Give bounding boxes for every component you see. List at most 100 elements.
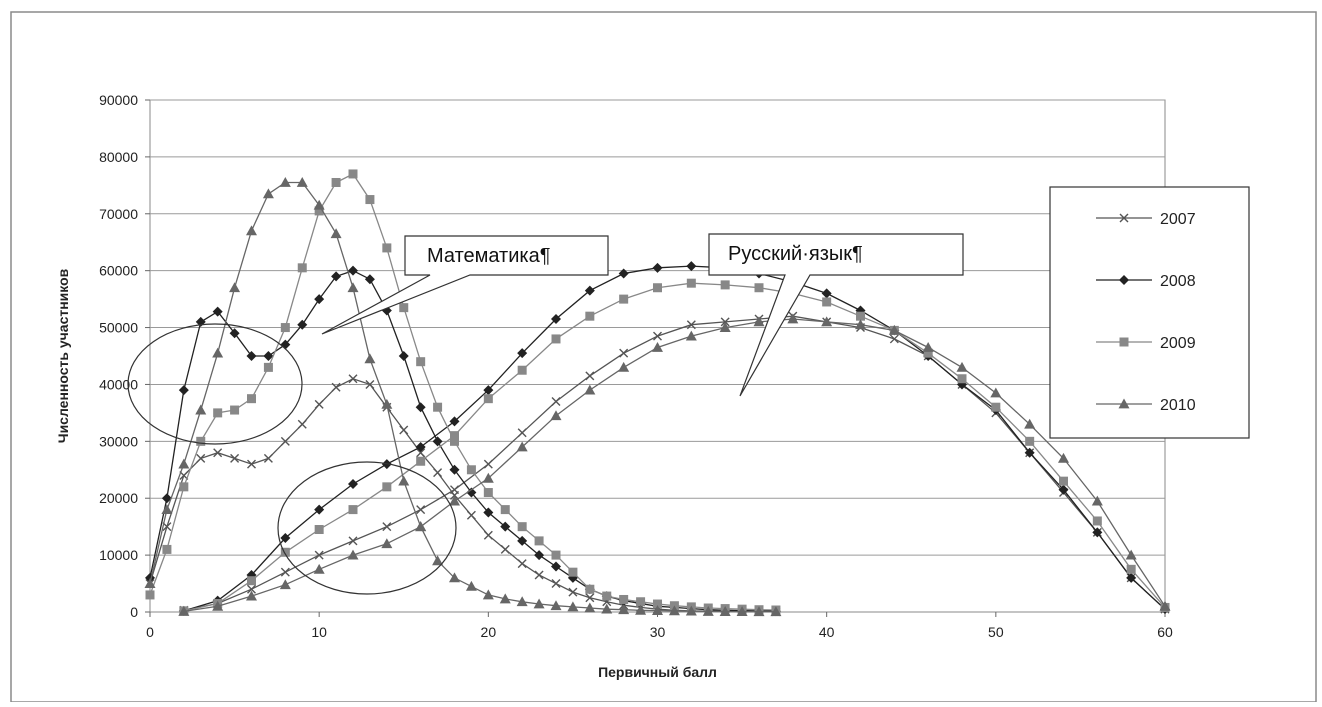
point-2008-math-22 <box>517 535 528 546</box>
point-2008-math-24 <box>551 561 561 572</box>
legend-box <box>1049 186 1250 439</box>
point-2007-russian-44 <box>889 334 899 344</box>
point-2010-russian-42 <box>855 319 866 330</box>
point-2007-russian-12 <box>348 536 358 546</box>
point-2008-math-9 <box>297 319 308 330</box>
russian-low-score-ellipse <box>277 461 457 595</box>
point-2009-russian-50 <box>991 402 1001 412</box>
point-2010-russian-52 <box>1024 418 1036 429</box>
point-2009-russian-6 <box>247 576 256 586</box>
point-2008-math-10 <box>314 294 325 305</box>
point-2009-math-23 <box>534 536 544 546</box>
point-2009-math-20 <box>483 488 493 498</box>
point-2008-math-20 <box>483 507 494 518</box>
point-2007-math-13 <box>365 379 375 389</box>
point-2007-math-6 <box>247 459 256 469</box>
y-tick-label-80000: 80000 <box>99 149 138 165</box>
point-2009-math-13 <box>365 195 375 205</box>
point-2009-math-1 <box>162 544 172 554</box>
point-2009-russian-22 <box>517 365 527 375</box>
point-2008-russian-58 <box>1126 572 1137 583</box>
point-2009-russian-12 <box>348 505 358 515</box>
point-2010-math-22 <box>516 596 528 607</box>
point-2008-math-12 <box>348 265 358 276</box>
point-2007-math-17 <box>433 468 443 478</box>
point-2010-russian-46 <box>922 341 934 352</box>
point-2008-russian-52 <box>1024 447 1035 458</box>
point-2010-russian-32 <box>685 330 697 341</box>
point-2007-math-15 <box>399 425 409 435</box>
point-2007-math-5 <box>230 453 240 463</box>
point-2010-math-31 <box>668 605 680 616</box>
point-2007-math-7 <box>263 453 273 463</box>
point-2010-russian-30 <box>652 341 663 352</box>
point-2009-math-8 <box>280 323 290 333</box>
point-2007-math-9 <box>297 419 307 429</box>
point-2008-russian-54 <box>1058 484 1069 495</box>
series-line-2008-russian <box>183 265 1166 612</box>
point-2007-russian-6 <box>247 584 256 594</box>
point-2009-math-30 <box>653 599 662 609</box>
point-2010-math-23 <box>533 598 545 609</box>
point-2010-russian-58 <box>1125 549 1137 560</box>
point-2008-math-11 <box>331 271 342 282</box>
point-2010-russian-34 <box>719 322 731 332</box>
point-2009-russian-54 <box>1059 476 1068 486</box>
legend: 2007 2008 2009 2010 <box>1049 186 1250 439</box>
math-low-score-ellipse <box>127 323 303 445</box>
point-2010-russian-18 <box>449 495 460 506</box>
point-2008-math-1 <box>161 493 172 504</box>
point-2008-russian-16 <box>415 442 426 453</box>
point-2010-russian-26 <box>584 384 596 395</box>
series-line-2009-russian <box>183 282 1166 612</box>
point-2008-russian-20 <box>483 385 494 396</box>
point-2007-russian-18 <box>450 485 459 495</box>
point-2008-math-2 <box>178 385 189 396</box>
point-2010-math-6 <box>246 225 257 236</box>
point-2007-math-10 <box>314 399 324 409</box>
point-2009-russian-58 <box>1126 564 1136 574</box>
point-2010-russian-56 <box>1091 495 1103 506</box>
series-line-2010-russian <box>183 318 1166 613</box>
point-2009-math-4 <box>213 408 223 418</box>
point-2007-math-16 <box>416 448 426 458</box>
point-2010-russian-38 <box>787 313 799 324</box>
point-2010-russian-54 <box>1058 452 1069 463</box>
point-2010-russian-40 <box>821 316 833 327</box>
series-layer <box>144 169 1171 617</box>
point-2008-russian-30 <box>652 262 663 273</box>
point-2010-math-18 <box>449 572 460 583</box>
point-2010-math-14 <box>381 398 393 409</box>
point-2007-russian-28 <box>619 348 629 358</box>
point-2009-math-12 <box>348 169 358 179</box>
point-2008-russian-18 <box>449 416 460 427</box>
russian-callout-shape <box>708 233 964 397</box>
point-2008-russian-28 <box>618 268 629 279</box>
point-2009-russian-42 <box>856 311 865 321</box>
y-tick-label-90000: 90000 <box>99 92 138 108</box>
point-2007-russian-10 <box>314 550 324 560</box>
point-2010-russian-14 <box>381 538 393 549</box>
x-tick-label-50: 50 <box>988 624 1004 640</box>
point-2007-russian-22 <box>517 428 527 438</box>
point-2010-math-9 <box>296 176 308 187</box>
point-2009-math-9 <box>297 263 307 273</box>
legend-marker-2009 <box>1119 337 1129 347</box>
grid-layer <box>149 99 1166 613</box>
legend-marker-2008 <box>1119 275 1129 285</box>
x-tick-label-10: 10 <box>311 624 327 640</box>
y-axis-label: Численность участников <box>55 268 71 443</box>
point-2009-math-14 <box>382 243 392 253</box>
point-2009-math-5 <box>230 405 240 415</box>
point-2007-math-8 <box>280 436 290 446</box>
point-2010-russian-8 <box>279 579 291 590</box>
point-2009-math-11 <box>331 177 341 187</box>
point-2007-math-22 <box>517 559 527 569</box>
point-2007-russian-26 <box>585 371 595 381</box>
point-2010-math-13 <box>364 353 376 364</box>
point-2009-russian-46 <box>923 348 933 358</box>
point-2009-russian-32 <box>686 278 696 288</box>
point-2007-russian-24 <box>551 397 561 407</box>
point-2009-russian-28 <box>619 294 629 304</box>
